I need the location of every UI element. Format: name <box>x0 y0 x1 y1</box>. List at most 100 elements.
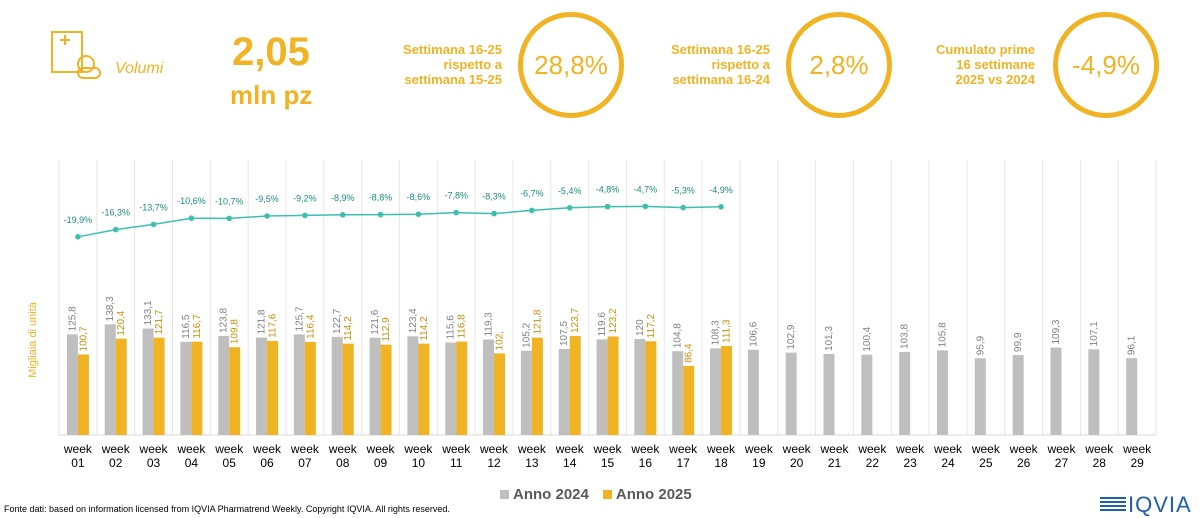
data-label: -13,7% <box>139 202 168 212</box>
bar <box>142 328 154 435</box>
line-point <box>339 212 346 218</box>
data-label: 114,2 <box>343 316 354 341</box>
x-tick-label: week 21 <box>820 442 849 470</box>
bar <box>77 354 89 435</box>
legend-swatch <box>500 490 509 499</box>
x-tick-label: week 20 <box>782 442 811 470</box>
data-label: -6,7% <box>520 188 544 198</box>
bar <box>115 338 127 435</box>
data-label: 125,7 <box>294 306 305 331</box>
x-tick-label: week 25 <box>971 442 1000 470</box>
x-tick-label: week 03 <box>139 442 168 470</box>
bar <box>418 343 430 435</box>
bar <box>483 339 495 435</box>
data-label: 123,8 <box>219 307 230 332</box>
data-label: -5,3% <box>671 186 695 196</box>
bar <box>1012 355 1024 435</box>
logo-text: IQVIA <box>1128 492 1192 517</box>
x-tick-label: week 10 <box>404 442 433 470</box>
line-point <box>491 210 497 217</box>
line-point <box>75 234 81 240</box>
data-label: 105,8 <box>938 322 949 347</box>
bar <box>899 351 911 435</box>
x-tick-label: week 08 <box>328 442 357 470</box>
x-tick-label: week 22 <box>858 442 887 470</box>
bar <box>1050 347 1062 435</box>
bar <box>456 341 468 435</box>
x-tick-label: week 26 <box>1009 442 1038 470</box>
data-label: 121,6 <box>370 309 381 334</box>
x-tick-label: week 24 <box>933 442 962 470</box>
bar <box>721 345 733 435</box>
kpi-label: Settimana 16-25 rispetto a settimana 16-… <box>671 42 770 87</box>
bar <box>747 349 759 435</box>
data-label: 86,4 <box>684 343 695 363</box>
x-tick-label: week 04 <box>177 442 206 470</box>
data-label: -8,6% <box>407 192 431 202</box>
data-label: 120 <box>635 319 646 336</box>
data-label: 112,9 <box>381 317 392 342</box>
data-label: -8,9% <box>331 193 355 203</box>
data-label: 96,1 <box>1127 335 1138 355</box>
x-tick-label: week 28 <box>1085 442 1114 470</box>
x-tick-label: week 05 <box>215 442 244 470</box>
x-tick-label: week 15 <box>593 442 622 470</box>
bar <box>191 341 203 435</box>
line-point <box>529 207 535 214</box>
data-label: 133,1 <box>143 300 154 325</box>
data-label: 109,3 <box>1051 319 1062 344</box>
x-tick-label: week 17 <box>669 442 698 470</box>
data-label: 123,4 <box>408 308 419 333</box>
data-label: 116,8 <box>457 314 468 339</box>
x-tick-label: week 23 <box>896 442 925 470</box>
source: Fonte dati: based on information license… <box>4 504 450 514</box>
data-label: -19,9% <box>64 215 93 225</box>
logo: IQVIA <box>1100 492 1192 518</box>
data-label: -4,9% <box>709 185 733 195</box>
data-label: -16,3% <box>101 208 130 218</box>
data-label: 121,8 <box>257 309 268 334</box>
line-point <box>718 204 724 210</box>
data-label: 103,8 <box>900 323 911 348</box>
bar <box>937 350 949 435</box>
legend-item: Anno 2025 <box>602 486 692 503</box>
data-label: 116,4 <box>305 314 316 339</box>
data-label: 120,4 <box>116 310 127 335</box>
unit: mln pz <box>230 80 313 110</box>
bar <box>974 358 986 435</box>
data-label: 119,3 <box>484 312 495 337</box>
bar <box>494 353 506 435</box>
x-tick-label: week 18 <box>707 442 736 470</box>
x-tick-label: week 13 <box>517 442 546 470</box>
data-label: -5,4% <box>558 186 582 196</box>
bar <box>256 337 268 435</box>
line-point <box>680 204 686 211</box>
data-label: 117,2 <box>646 314 657 339</box>
bar <box>66 334 78 435</box>
data-label: 95,9 <box>975 335 986 355</box>
line-point <box>566 205 573 211</box>
bar <box>267 340 279 435</box>
data-label: -9,5% <box>255 194 279 204</box>
data-label: 108,3 <box>711 320 722 345</box>
x-tick-label: week 29 <box>1123 442 1152 470</box>
data-label: 121,7 <box>154 309 165 334</box>
bar <box>342 343 354 435</box>
data-label: 116,7 <box>192 314 203 339</box>
legend-label: Anno 2025 <box>615 486 692 503</box>
bar <box>596 339 608 435</box>
bar <box>293 334 305 435</box>
bar <box>531 337 543 435</box>
data-label: 107,1 <box>1089 321 1100 346</box>
data-label: 138,3 <box>105 296 116 321</box>
data-label: -8,3% <box>482 192 506 202</box>
data-label: 123,2 <box>608 308 619 333</box>
bar <box>104 324 116 435</box>
x-tick-label: week 02 <box>101 442 130 470</box>
line-point <box>377 211 384 218</box>
bar <box>407 336 419 435</box>
data-label: 105,2 <box>521 322 532 347</box>
data-label: 102, <box>495 331 506 350</box>
data-label: 106,6 <box>748 321 759 346</box>
